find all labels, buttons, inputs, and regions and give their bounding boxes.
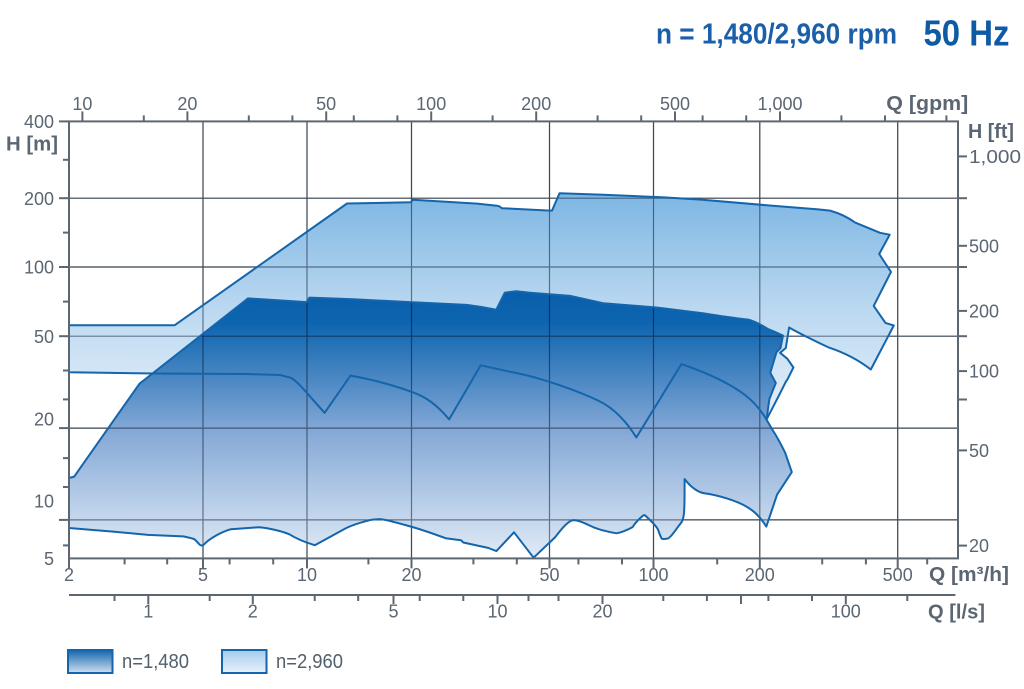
svg-text:10: 10: [72, 94, 92, 114]
svg-text:100: 100: [638, 565, 668, 585]
svg-text:50: 50: [539, 565, 559, 585]
svg-text:2: 2: [64, 565, 74, 585]
svg-text:200: 200: [521, 94, 551, 114]
svg-text:50: 50: [969, 441, 989, 461]
svg-text:50 Hz: 50 Hz: [924, 13, 1010, 54]
svg-text:n=2,960: n=2,960: [276, 651, 343, 673]
svg-text:5: 5: [44, 549, 54, 569]
svg-text:5: 5: [388, 602, 398, 622]
svg-text:20: 20: [969, 536, 989, 556]
svg-text:100: 100: [24, 258, 54, 278]
svg-text:5: 5: [198, 565, 208, 585]
svg-text:500: 500: [883, 565, 913, 585]
svg-text:10: 10: [297, 565, 317, 585]
svg-text:n=1,480: n=1,480: [122, 651, 189, 673]
svg-text:500: 500: [660, 94, 690, 114]
svg-text:Q [l/s]: Q [l/s]: [928, 602, 985, 624]
svg-text:n = 1,480/2,960 rpm: n = 1,480/2,960 rpm: [656, 19, 897, 51]
svg-text:500: 500: [969, 236, 999, 256]
svg-text:Q [gpm]: Q [gpm]: [886, 93, 968, 115]
svg-text:50: 50: [316, 94, 336, 114]
svg-text:Q [m³/h]: Q [m³/h]: [929, 564, 1009, 586]
svg-text:200: 200: [24, 189, 54, 209]
svg-text:20: 20: [592, 602, 612, 622]
svg-text:100: 100: [831, 602, 861, 622]
svg-text:200: 200: [969, 301, 999, 321]
svg-text:1,000: 1,000: [969, 147, 1021, 167]
svg-text:200: 200: [745, 565, 775, 585]
svg-text:20: 20: [401, 565, 421, 585]
svg-text:10: 10: [487, 602, 507, 622]
svg-text:50: 50: [34, 327, 54, 347]
svg-text:100: 100: [416, 94, 446, 114]
svg-text:10: 10: [34, 492, 54, 512]
svg-text:20: 20: [177, 94, 197, 114]
svg-text:1,000: 1,000: [757, 94, 802, 114]
svg-text:100: 100: [969, 362, 999, 382]
svg-text:H [m]: H [m]: [6, 133, 58, 155]
svg-text:20: 20: [34, 410, 54, 430]
svg-text:1: 1: [143, 602, 153, 622]
svg-text:2: 2: [248, 602, 258, 622]
svg-text:400: 400: [24, 112, 54, 132]
svg-text:H [ft]: H [ft]: [968, 121, 1014, 143]
